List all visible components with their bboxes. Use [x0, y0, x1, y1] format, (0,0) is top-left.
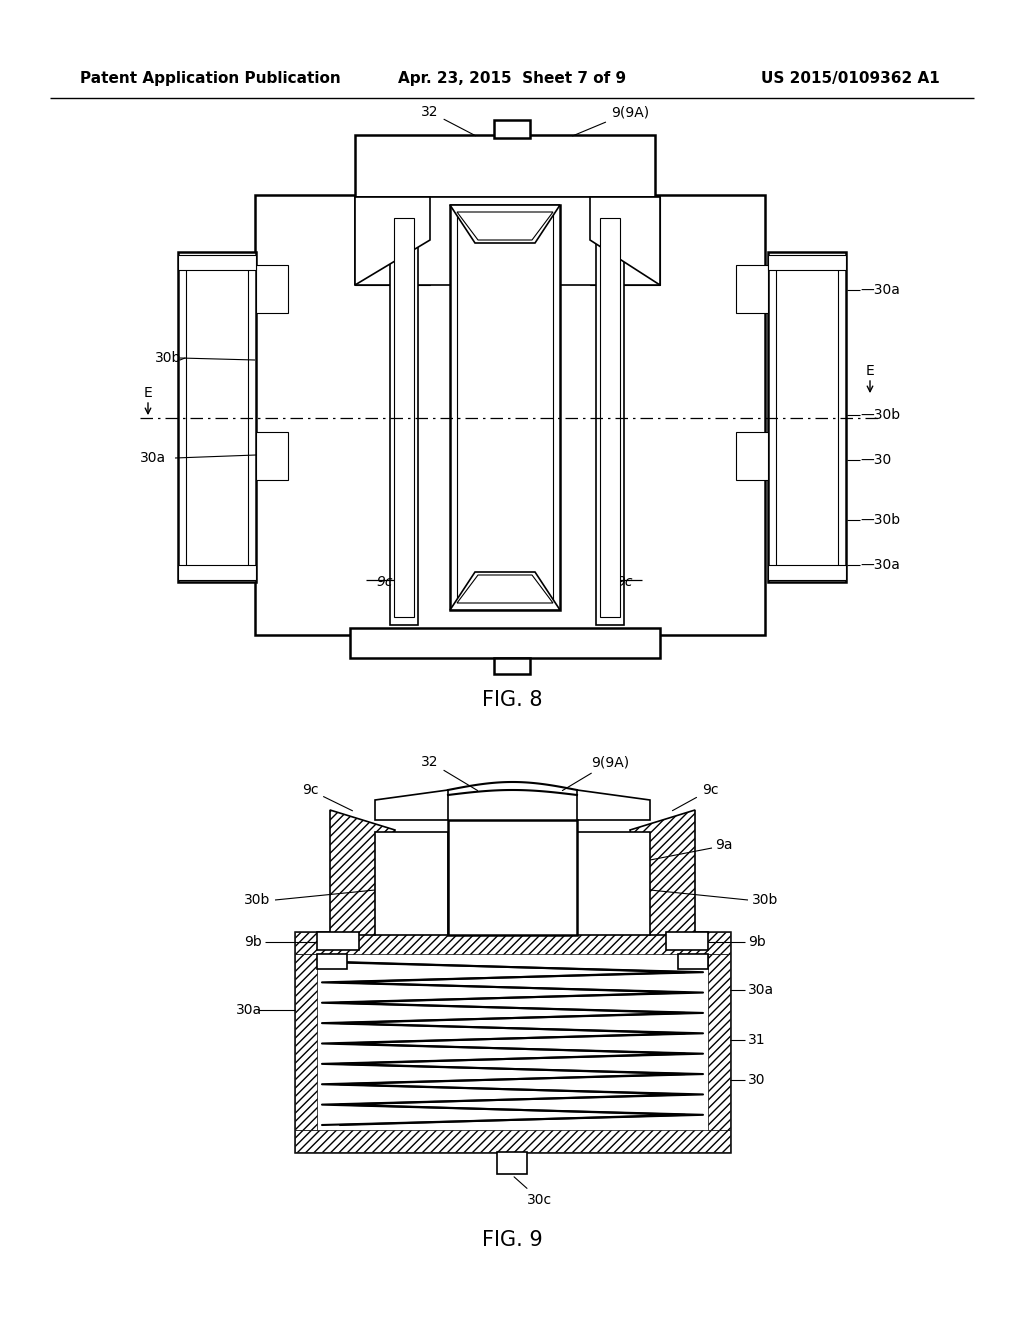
Text: —30b: —30b: [860, 408, 900, 422]
Text: US 2015/0109362 A1: US 2015/0109362 A1: [761, 70, 940, 86]
Text: 30b: 30b: [155, 351, 181, 366]
Text: 30: 30: [748, 1073, 766, 1086]
Polygon shape: [375, 789, 449, 820]
Text: 31: 31: [748, 1034, 766, 1047]
Text: 9c: 9c: [673, 783, 718, 810]
Bar: [317, 932, 359, 950]
Bar: [317, 954, 347, 969]
Bar: [295, 1130, 730, 1152]
Bar: [494, 120, 530, 139]
Bar: [256, 265, 288, 313]
Bar: [295, 932, 730, 1152]
Text: —30a: —30a: [860, 558, 900, 572]
Bar: [768, 255, 846, 271]
Bar: [457, 213, 553, 603]
Polygon shape: [450, 572, 560, 610]
Bar: [295, 954, 317, 1130]
Text: —30: —30: [860, 453, 891, 467]
Bar: [178, 252, 256, 582]
Bar: [355, 197, 660, 285]
Text: 9a: 9a: [715, 838, 732, 851]
Polygon shape: [450, 205, 560, 243]
Text: 9b: 9b: [245, 935, 262, 949]
Text: FIG. 8: FIG. 8: [481, 690, 543, 710]
Text: 9b: 9b: [748, 935, 766, 949]
Text: 30b: 30b: [244, 894, 270, 907]
Polygon shape: [630, 810, 695, 935]
Text: Patent Application Publication: Patent Application Publication: [80, 70, 341, 86]
Polygon shape: [457, 576, 553, 603]
Bar: [295, 932, 730, 954]
Bar: [577, 832, 650, 935]
Text: 30a: 30a: [140, 451, 166, 465]
Bar: [449, 820, 577, 935]
Text: E: E: [865, 364, 874, 378]
Text: —30b: —30b: [860, 513, 900, 527]
Polygon shape: [330, 810, 395, 935]
Text: Apr. 23, 2015  Sheet 7 of 9: Apr. 23, 2015 Sheet 7 of 9: [398, 70, 626, 86]
Bar: [186, 260, 248, 574]
Bar: [708, 954, 730, 1130]
Text: 9(9A): 9(9A): [562, 755, 629, 791]
Polygon shape: [355, 197, 430, 285]
Bar: [497, 1152, 527, 1173]
Polygon shape: [577, 789, 650, 820]
Polygon shape: [590, 197, 660, 285]
Text: 9(9A): 9(9A): [572, 106, 649, 136]
Polygon shape: [457, 213, 553, 240]
Text: 30a: 30a: [236, 1003, 262, 1016]
Text: 30b: 30b: [752, 894, 778, 907]
Bar: [450, 205, 560, 610]
Text: 32: 32: [421, 106, 475, 136]
Bar: [178, 255, 256, 271]
Bar: [375, 832, 449, 935]
Bar: [736, 265, 768, 313]
Bar: [768, 252, 846, 582]
Bar: [596, 210, 624, 624]
Bar: [736, 432, 768, 480]
Bar: [768, 565, 846, 579]
Text: 30a: 30a: [748, 983, 774, 997]
Bar: [394, 218, 414, 616]
Text: —30a: —30a: [860, 282, 900, 297]
Polygon shape: [590, 197, 660, 285]
Bar: [776, 260, 838, 574]
Bar: [355, 135, 655, 197]
Text: 32: 32: [421, 755, 477, 791]
Bar: [678, 954, 708, 969]
Polygon shape: [355, 197, 430, 285]
Bar: [178, 565, 256, 579]
Text: FIG. 9: FIG. 9: [481, 1230, 543, 1250]
Bar: [256, 432, 288, 480]
Bar: [494, 657, 530, 675]
Text: 30c: 30c: [514, 1177, 553, 1206]
Text: 9c: 9c: [616, 576, 633, 589]
Bar: [600, 218, 620, 616]
Bar: [390, 210, 418, 624]
Bar: [666, 932, 708, 950]
Bar: [350, 628, 660, 657]
Bar: [255, 195, 765, 635]
Text: 9c: 9c: [377, 576, 393, 589]
Text: E: E: [143, 385, 153, 400]
Text: 9c: 9c: [302, 783, 352, 810]
